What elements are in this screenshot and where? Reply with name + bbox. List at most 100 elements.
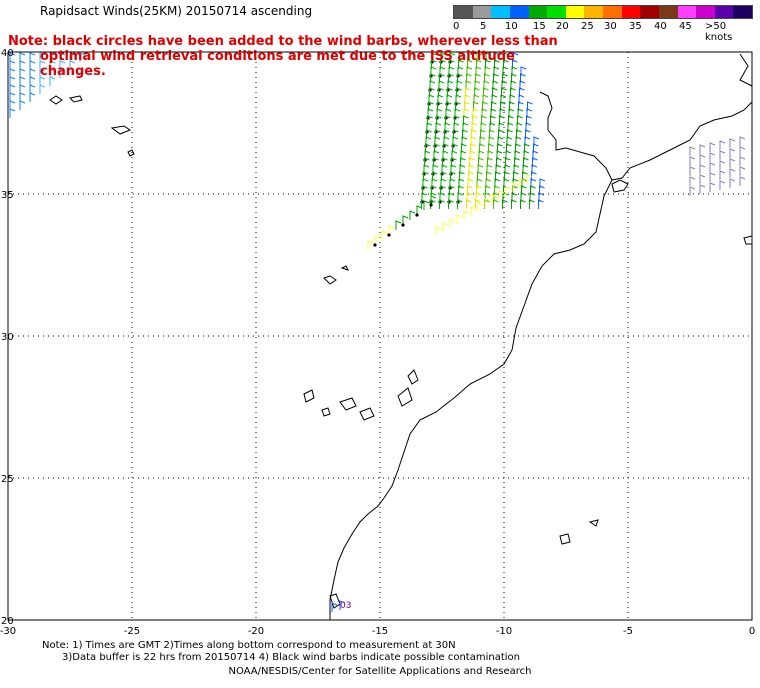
wind-barb xyxy=(476,185,482,195)
wind-barb xyxy=(477,171,483,181)
wind-barb xyxy=(441,164,448,174)
wind-barb xyxy=(739,166,746,176)
island-azores-4 xyxy=(127,149,135,157)
wind-barb xyxy=(494,52,501,62)
wind-barb xyxy=(19,52,26,62)
color-scale-label: 10 xyxy=(505,21,518,32)
wind-barb xyxy=(719,150,726,160)
wind-barb xyxy=(449,59,455,69)
color-scale-swatch xyxy=(472,6,492,18)
wind-barb xyxy=(459,164,466,174)
contamination-circle xyxy=(387,233,391,237)
wind-barb xyxy=(475,66,482,76)
wind-barb xyxy=(9,60,16,70)
wind-barb xyxy=(19,92,26,102)
island-madeira-2 xyxy=(340,265,349,271)
wind-barb xyxy=(429,87,435,97)
wind-barb xyxy=(470,136,477,146)
wind-barb xyxy=(464,94,471,104)
wind-barb xyxy=(467,59,473,69)
wind-barb xyxy=(449,52,456,62)
wind-barb xyxy=(522,171,528,181)
wind-barb xyxy=(462,129,468,139)
wind-barb xyxy=(458,59,464,69)
wind-barb xyxy=(39,68,46,78)
wind-barb xyxy=(29,84,36,94)
wind-barb xyxy=(487,157,493,167)
wind-barb xyxy=(532,150,539,160)
contamination-circle xyxy=(429,203,433,207)
wind-barb xyxy=(446,94,453,104)
contamination-note: Note: black circles have been added to t… xyxy=(8,34,568,79)
wind-barb xyxy=(19,68,26,78)
wind-barb xyxy=(395,220,402,230)
wind-barb xyxy=(491,94,498,104)
wind-barb xyxy=(453,129,459,139)
wind-barb xyxy=(478,157,484,167)
contamination-circle xyxy=(415,213,419,217)
wind-barb xyxy=(527,101,533,111)
wind-barb xyxy=(515,136,522,146)
wind-barb xyxy=(523,157,529,167)
wind-barb xyxy=(423,200,430,210)
wind-barb xyxy=(526,115,532,125)
wind-barb xyxy=(507,122,514,132)
wind-barb xyxy=(445,108,452,118)
wind-barb xyxy=(709,182,716,192)
wind-barb xyxy=(719,160,726,170)
wind-barb xyxy=(482,101,488,111)
wind-barb xyxy=(9,108,16,118)
wind-barb xyxy=(430,66,437,76)
wind-barb xyxy=(487,150,494,160)
wind-barb xyxy=(442,150,449,160)
wind-barb xyxy=(457,192,464,202)
wind-barb xyxy=(509,94,516,104)
wind-barb xyxy=(493,192,500,202)
wind-barb xyxy=(427,115,433,125)
wind-barb xyxy=(422,185,428,195)
wind-barb xyxy=(431,185,437,195)
coast-fragment-e xyxy=(743,235,753,245)
wind-barb xyxy=(433,150,440,160)
wind-barb xyxy=(440,185,446,195)
wind-barb xyxy=(460,150,467,160)
wind-barb xyxy=(458,52,465,62)
wind-barb xyxy=(499,115,505,125)
wind-barb xyxy=(433,157,439,167)
wind-barb xyxy=(39,60,46,70)
wind-barb xyxy=(436,115,442,125)
africa-coast xyxy=(329,179,613,620)
wind-barb xyxy=(497,136,504,146)
wind-barb xyxy=(446,101,452,111)
wind-barb xyxy=(422,178,429,188)
color-scale-swatch xyxy=(547,6,566,18)
wind-barb xyxy=(488,136,495,146)
wind-barb xyxy=(503,178,510,188)
wind-barb xyxy=(479,143,485,153)
wind-barb xyxy=(450,164,457,174)
wind-barb xyxy=(519,80,526,90)
wind-barb xyxy=(498,129,504,139)
wind-barb xyxy=(524,136,531,146)
wind-barb xyxy=(457,66,464,76)
wind-barb xyxy=(513,164,520,174)
wind-barb xyxy=(39,52,46,62)
wind-barb xyxy=(452,143,458,153)
wind-barb xyxy=(449,218,456,228)
wind-barb xyxy=(474,87,480,97)
wind-barb xyxy=(473,101,479,111)
wind-barb xyxy=(524,143,530,153)
wind-barb xyxy=(502,199,508,209)
wind-barb xyxy=(709,142,716,152)
wind-barb xyxy=(511,192,518,202)
wind-barb xyxy=(49,76,56,86)
wind-barb xyxy=(512,182,519,192)
wind-barb xyxy=(464,101,470,111)
color-scale-swatch xyxy=(714,6,734,18)
lon-tick-label: 0 xyxy=(749,626,755,637)
color-scale-swatch xyxy=(509,6,529,18)
wind-barb xyxy=(424,150,431,160)
wind-barb xyxy=(509,101,515,111)
wind-barb xyxy=(512,52,519,62)
wind-barb xyxy=(539,178,546,188)
